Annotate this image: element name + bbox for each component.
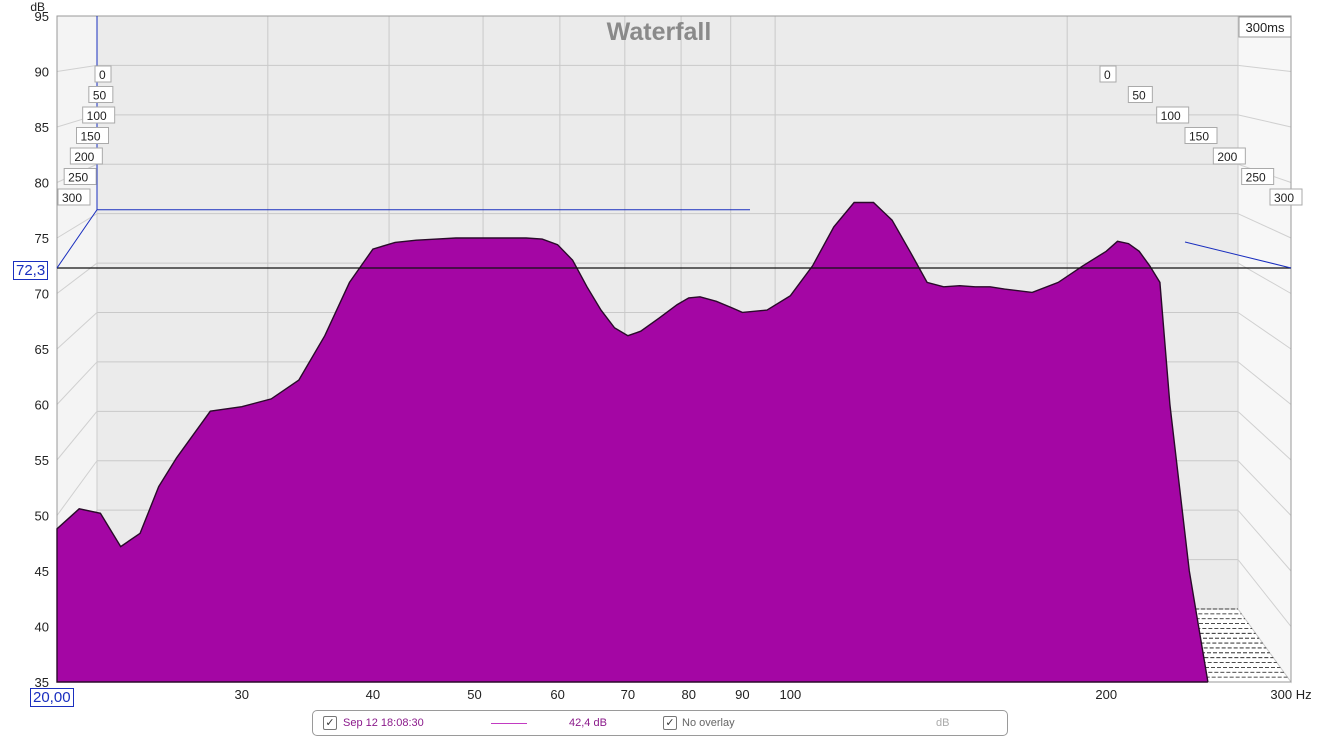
depth-left-100: 100 — [87, 109, 107, 123]
depth-left-box — [88, 86, 114, 103]
side-grid-line — [1237, 509, 1292, 572]
x-tick-300: 300 Hz — [1270, 687, 1311, 702]
depth-right-150: 150 — [1189, 130, 1209, 144]
y-tick-55: 55 — [35, 453, 49, 468]
side-grid-line — [1237, 410, 1292, 461]
y-axis-label: dB — [30, 0, 45, 14]
y-tick-95: 95 — [35, 9, 49, 24]
depth-left-box — [57, 188, 91, 206]
depth-left-box — [82, 106, 116, 124]
side-grid-line — [1237, 312, 1292, 350]
depth-left-50: 50 — [93, 89, 107, 103]
x-tick-200: 200 — [1095, 687, 1117, 702]
side-grid-line — [1237, 361, 1292, 405]
x-tick-30: 30 — [235, 687, 249, 702]
depth-right-250: 250 — [1246, 171, 1266, 185]
side-grid-line — [56, 64, 98, 72]
depth-left-200: 200 — [74, 150, 94, 164]
depth-labels-right: 0 50 100 150 200 250 300 — [1099, 65, 1303, 206]
x-tick-60: 60 — [550, 687, 564, 702]
y-tick-90: 90 — [35, 65, 49, 80]
depth-right-box — [1184, 127, 1218, 144]
depth-left-box — [76, 127, 109, 144]
chart-title: Waterfall — [607, 18, 712, 46]
x-axis-ticks: 30 40 50 60 70 80 90 100 200 300 Hz — [235, 687, 1312, 702]
depth-right-0: 0 — [1104, 68, 1111, 82]
depth-right-box — [1127, 86, 1153, 103]
y-axis-ticks: 35 40 45 50 55 60 65 70 75 80 85 90 95 — [35, 9, 49, 690]
overlay-checkbox[interactable]: ✓ — [663, 716, 677, 730]
depth-right-200: 200 — [1217, 150, 1237, 164]
depth-right-box — [1269, 188, 1303, 206]
depth-left-150: 150 — [81, 130, 101, 144]
side-grid-line — [1237, 64, 1292, 72]
y-tick-35: 35 — [35, 675, 49, 690]
depth-left-300: 300 — [62, 191, 82, 205]
depth-left-250: 250 — [68, 171, 88, 185]
depth-left-0: 0 — [99, 68, 106, 82]
y-tick-40: 40 — [35, 620, 49, 635]
depth-left-box — [69, 147, 103, 165]
cursor-frequency-readout[interactable]: 20,00 — [30, 688, 74, 707]
side-grid-line — [56, 460, 98, 516]
y-tick-60: 60 — [35, 398, 49, 413]
depth-right-box — [1241, 168, 1275, 185]
depth-right-box — [1099, 65, 1117, 83]
waterfall-slice-0ms — [56, 201, 1209, 683]
measurement-checkbox[interactable]: ✓ — [323, 716, 337, 730]
x-tick-40: 40 — [366, 687, 380, 702]
y-tick-50: 50 — [35, 509, 49, 524]
side-grid-line — [1237, 460, 1292, 516]
side-grid-line — [56, 312, 98, 350]
x-tick-50: 50 — [467, 687, 481, 702]
time-range-box — [1238, 16, 1292, 38]
y-tick-45: 45 — [35, 564, 49, 579]
measurement-value: 42,4 dB — [569, 717, 607, 729]
y-tick-65: 65 — [35, 342, 49, 357]
legend-bar: ✓ Sep 12 18:08:30 42,4 dB ✓ No overlay d… — [312, 710, 1008, 736]
depth-left-box — [63, 168, 97, 185]
x-tick-100: 100 — [780, 687, 802, 702]
y-tick-80: 80 — [35, 176, 49, 191]
overlay-unit: dB — [936, 717, 950, 729]
depth-right-50: 50 — [1132, 89, 1146, 103]
depth-right-100: 100 — [1161, 109, 1181, 123]
y-tick-75: 75 — [35, 231, 49, 246]
side-grid-line — [1237, 213, 1292, 239]
overlay-label: No overlay — [682, 717, 735, 729]
y-tick-70: 70 — [35, 287, 49, 302]
depth-left-box — [94, 65, 112, 83]
time-range-label: 300ms — [1245, 20, 1285, 35]
cursor-right-line — [1184, 241, 1292, 269]
y-tick-85: 85 — [35, 120, 49, 135]
depth-right-box — [1212, 147, 1246, 165]
depth-right-300: 300 — [1274, 191, 1294, 205]
side-grid-line — [56, 361, 98, 405]
x-tick-90: 90 — [735, 687, 749, 702]
x-tick-70: 70 — [621, 687, 635, 702]
side-grid-line — [56, 213, 98, 239]
side-grid-line — [1237, 114, 1292, 128]
waterfall-slices — [56, 201, 1288, 683]
measurement-line-swatch — [491, 723, 527, 724]
measurement-name: Sep 12 18:08:30 — [343, 717, 424, 729]
side-grid-line — [56, 411, 98, 461]
side-grid-line — [1237, 559, 1292, 627]
right-side-panel — [1237, 15, 1292, 684]
x-tick-80: 80 — [681, 687, 695, 702]
depth-right-box — [1156, 106, 1190, 124]
depth-labels-left: 0 50 100 150 200 250 300 — [57, 65, 116, 206]
cursor-level-readout[interactable]: 72,3 — [13, 261, 49, 280]
